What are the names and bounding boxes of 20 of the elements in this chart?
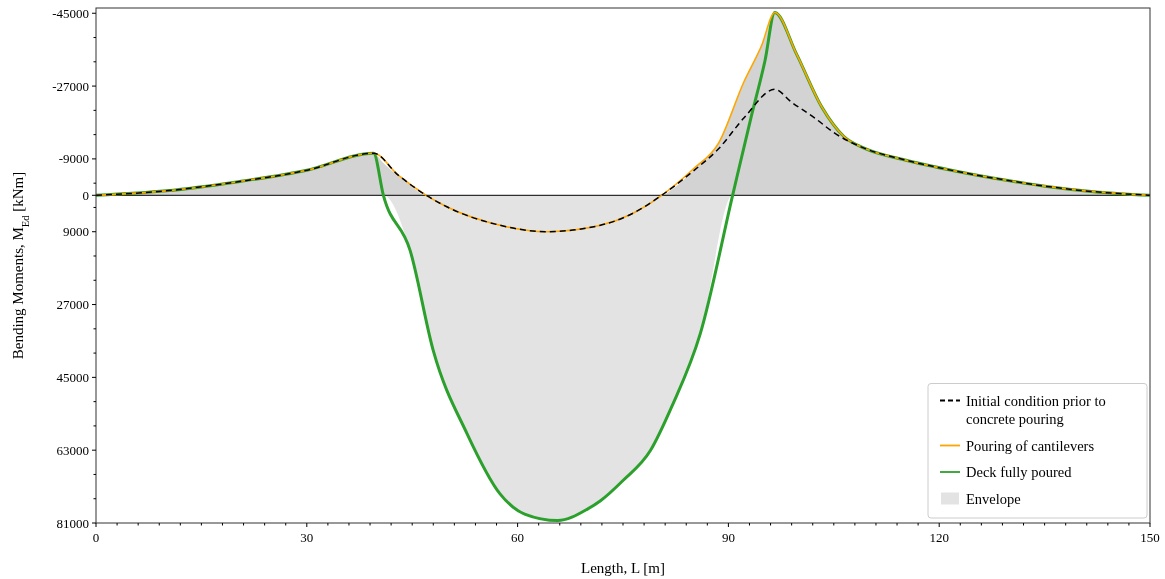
y-tick-label: 63000 (56, 442, 89, 458)
legend-label: Deck fully poured (966, 464, 1073, 480)
x-tick-label: 120 (929, 530, 949, 545)
x-axis-title: Length, L [m] (580, 560, 666, 576)
y-tick-label: -45000 (52, 5, 89, 21)
x-tick-label: 60 (511, 530, 525, 545)
y-tick-label: 9000 (63, 224, 89, 240)
y-tick-label: 0 (82, 187, 89, 203)
y-tick-label: 45000 (56, 369, 89, 385)
legend-label: Envelope (966, 490, 1021, 507)
legend-label: Pouring of cantilevers (966, 437, 1095, 454)
y-tick-label: -27000 (52, 78, 89, 94)
y-tick-label: 81000 (56, 515, 89, 531)
x-tick-label: 0 (92, 530, 100, 545)
x-tick-label: 150 (1140, 530, 1160, 545)
y-tick-label: 27000 (56, 297, 89, 313)
y-tick-label: -9000 (58, 151, 89, 167)
x-tick-label: 90 (721, 530, 735, 545)
legend-label: Initial condition prior to concrete pouring (966, 392, 1106, 427)
x-tick-label: 30 (300, 530, 314, 545)
